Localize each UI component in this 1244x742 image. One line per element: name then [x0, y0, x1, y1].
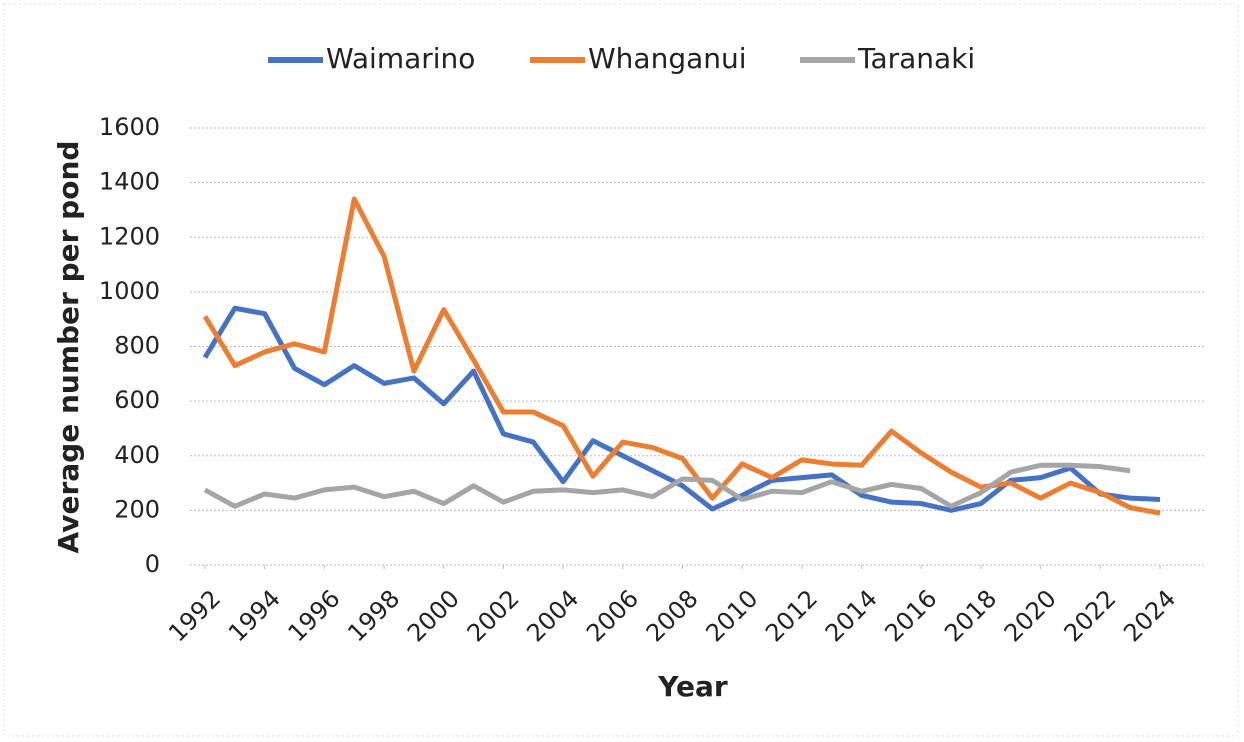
- y-tick-label: 600: [114, 386, 160, 414]
- x-tick-label: 2018: [939, 584, 1002, 647]
- legend-label: Waimarino: [326, 42, 475, 75]
- x-tick-label: 1994: [223, 584, 286, 647]
- y-tick-label: 1400: [99, 168, 160, 196]
- x-tick-label: 2000: [402, 584, 465, 647]
- y-tick-label: 1000: [99, 277, 160, 305]
- x-tick-label: 2002: [462, 584, 525, 647]
- legend-label: Whanganui: [588, 42, 747, 75]
- x-tick-label: 1998: [342, 584, 405, 647]
- x-tick-label: 1992: [163, 584, 226, 647]
- chart-border: [3, 3, 1239, 737]
- x-tick-label: 2024: [1118, 584, 1181, 647]
- y-tick-label: 0: [145, 550, 160, 578]
- y-tick-label: 200: [114, 495, 160, 523]
- x-tick-label: 2020: [999, 584, 1062, 647]
- y-tick-label: 1200: [99, 222, 160, 250]
- x-tick-label: 2006: [581, 584, 644, 647]
- y-tick-label: 1600: [99, 113, 160, 141]
- x-tick-label: 2010: [700, 584, 763, 647]
- x-tick-label: 2016: [879, 584, 942, 647]
- x-tick-label: 1996: [283, 584, 346, 647]
- y-tick-label: 400: [114, 441, 160, 469]
- x-tick-label: 2022: [1059, 584, 1122, 647]
- x-tick-label: 2014: [820, 584, 883, 647]
- line-series: [202, 196, 1161, 516]
- y-axis-label: Average number per pond: [52, 141, 85, 554]
- x-tick-label: 2004: [521, 584, 584, 647]
- x-axis-label: Year: [657, 670, 728, 703]
- line-series: [203, 462, 1131, 509]
- legend-label: Taranaki: [857, 42, 975, 75]
- y-tick-label: 800: [114, 332, 160, 360]
- line-series: [202, 305, 1161, 513]
- x-tick-label: 2012: [760, 584, 823, 647]
- x-tick-label: 2008: [641, 584, 704, 647]
